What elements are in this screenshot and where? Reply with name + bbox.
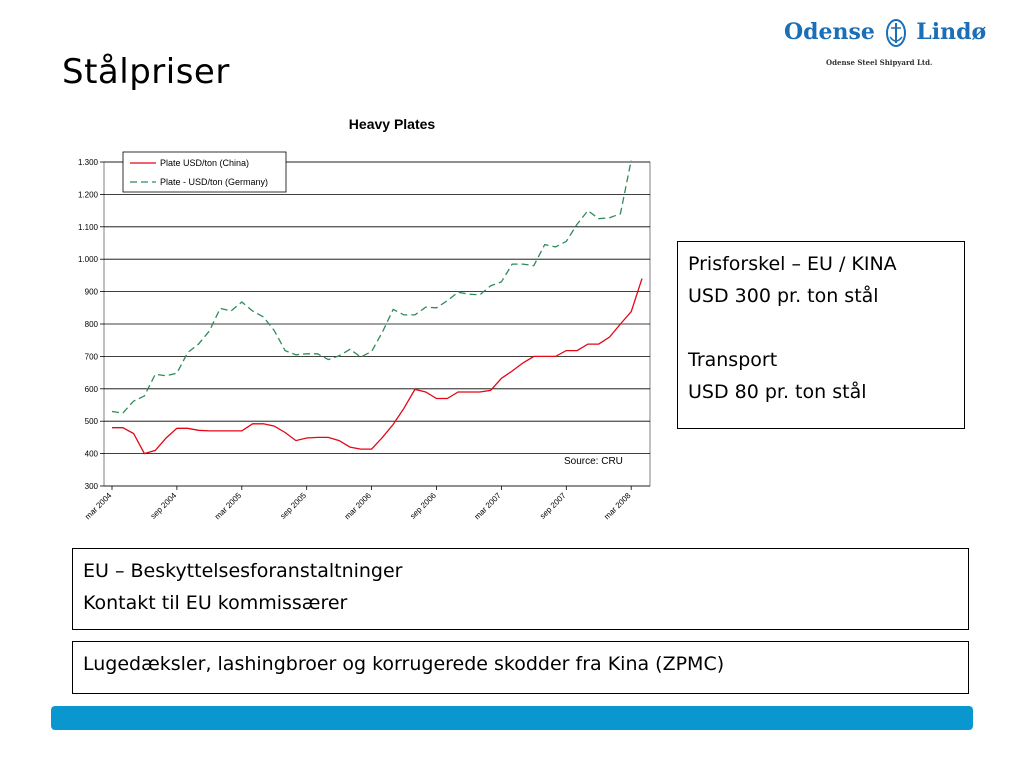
legend-label: Plate - USD/ton (Germany): [160, 177, 268, 187]
eu-measures-box: EU – Beskyttelsesforanstaltninger Kontak…: [72, 548, 969, 630]
price-box-line-1: Prisforskel – EU / KINA: [688, 253, 897, 275]
legend-label: Plate USD/ton (China): [160, 158, 249, 168]
logo-wordmark: Odense Lindø: [784, 18, 986, 48]
price-box-line-2: USD 300 pr. ton stål: [688, 285, 879, 307]
y-tick-label: 1.100: [78, 223, 99, 232]
x-tick-label: sep 2004: [149, 491, 179, 521]
logo-name-left: Odense: [784, 19, 875, 45]
x-tick-label: mar 2005: [213, 491, 244, 522]
series-line-china: [112, 278, 643, 455]
x-tick-label: sep 2006: [408, 491, 438, 521]
y-tick-label: 800: [85, 320, 99, 329]
zpmc-box: Lugedæksler, lashingbroer og korrugerede…: [72, 641, 969, 694]
series-line-germany: [111, 160, 632, 414]
price-difference-box: Prisforskel – EU / KINA USD 300 pr. ton …: [677, 241, 965, 429]
x-tick-label: mar 2007: [473, 491, 504, 522]
logo-name-right: Lindø: [916, 19, 987, 45]
slide-title: Stålpriser: [62, 52, 230, 92]
logo-subtitle: Odense Steel Shipyard Ltd.: [826, 58, 933, 67]
x-tick-label: mar 2004: [83, 491, 114, 522]
zpmc-box-line-1: Lugedæksler, lashingbroer og korrugerede…: [83, 653, 725, 675]
chart-container: Heavy Plates 300 400 500 600 700 800 900 1.000 1.…: [60, 110, 670, 540]
legend-box: [122, 151, 287, 193]
y-tick-label: 900: [85, 288, 99, 297]
x-tick-label: sep 2007: [538, 491, 568, 521]
anchor-icon: [885, 19, 906, 47]
footer-bar: [51, 706, 973, 730]
price-box-line-4: USD 80 pr. ton stål: [688, 381, 867, 403]
x-tick-label: mar 2008: [602, 491, 633, 522]
y-tick-label: 1.200: [78, 190, 99, 199]
source-note: Source: CRU: [564, 456, 623, 467]
eu-box-line-1: EU – Beskyttelsesforanstaltninger: [83, 560, 403, 582]
y-tick-label: 400: [85, 450, 99, 459]
x-tick-label: sep 2005: [278, 491, 308, 521]
y-tick-label: 1.300: [78, 158, 99, 167]
heavy-plates-chart: Heavy Plates 300 400 500 600 700 800 900 1.000 1.…: [78, 116, 651, 522]
eu-box-line-2: Kontakt til EU kommissærer: [83, 592, 348, 614]
price-box-spacer: [688, 312, 954, 344]
y-tick-label: 500: [85, 417, 99, 426]
chart-title: Heavy Plates: [349, 116, 436, 132]
y-tick-label: 700: [85, 352, 99, 361]
y-tick-label: 1.000: [78, 255, 99, 264]
y-tick-label: 300: [85, 482, 99, 491]
company-logo: Odense Lindø Odense Steel Shipyard Ltd.: [784, 18, 986, 72]
y-tick-label: 600: [85, 385, 99, 394]
price-box-line-3: Transport: [688, 349, 778, 371]
x-tick-label: mar 2006: [343, 491, 374, 522]
